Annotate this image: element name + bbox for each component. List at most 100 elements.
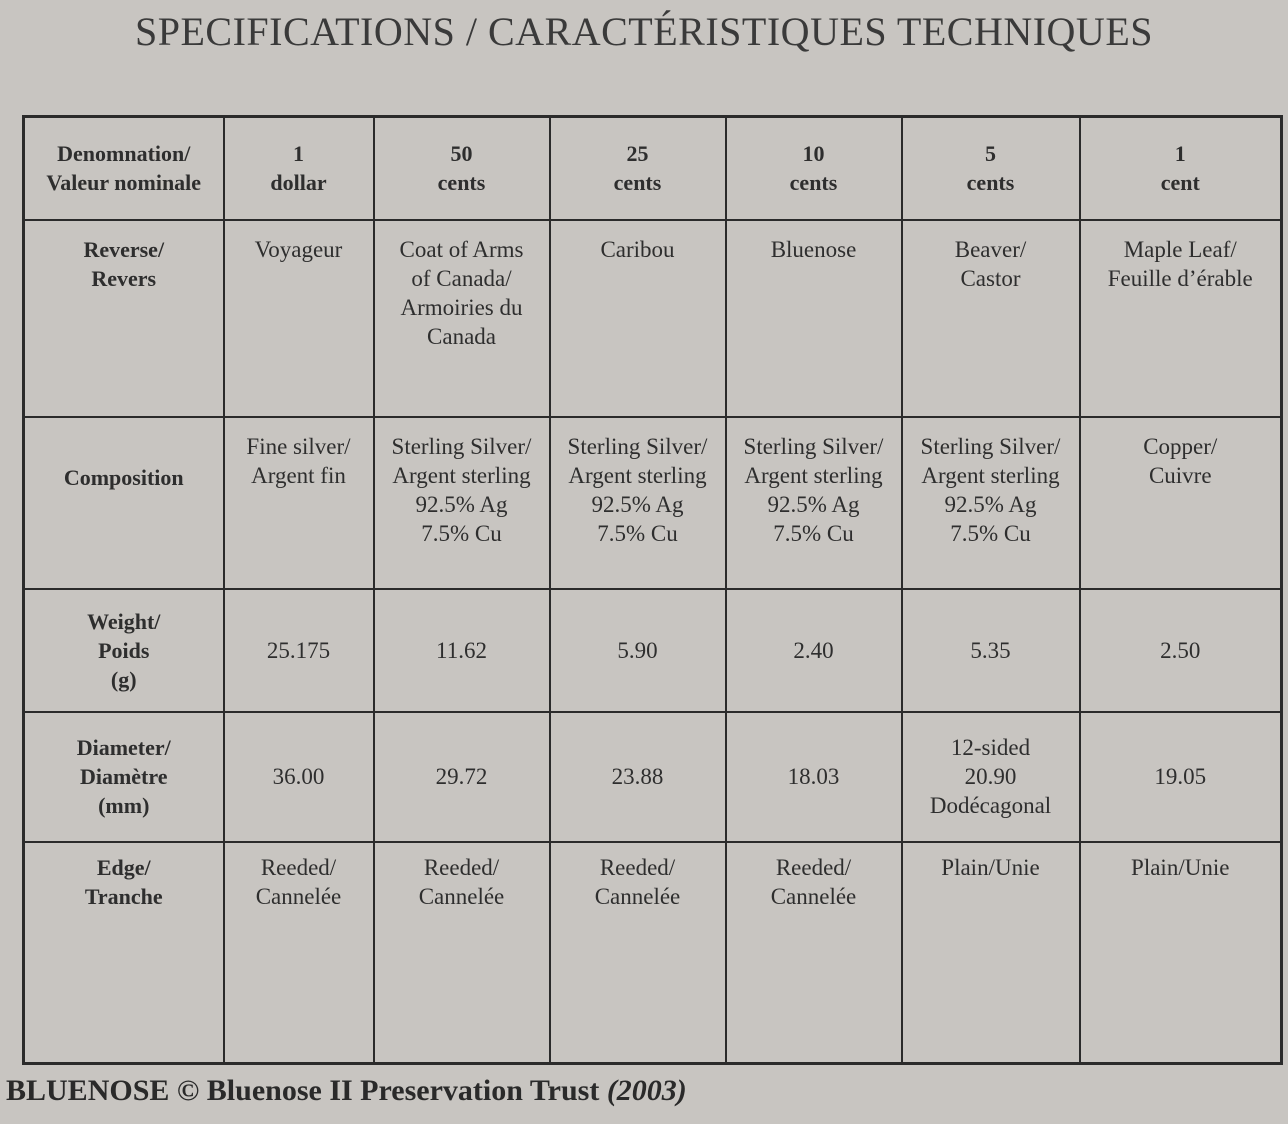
cell-line: Diameter/ [76, 735, 171, 760]
cell-line: Sterling Silver/ [743, 433, 884, 459]
cell-line: Argent sterling [568, 462, 707, 488]
cell-line: 2.50 [1160, 637, 1201, 663]
table-cell: Sterling Silver/Argent sterling 92.5% Ag 7… [724, 415, 903, 590]
cell-line: Caribou [600, 236, 675, 262]
table-cell: Plain/Unie [1078, 840, 1283, 1065]
cell-line: Denomnation/ [57, 141, 191, 167]
cell-line: 18.03 [787, 764, 840, 789]
cell-line: cents [966, 170, 1015, 196]
cell-line: Cuivre [1148, 462, 1212, 488]
table-cell: 5 cents [900, 115, 1081, 221]
table-cell: Sterling Silver/Argent sterling 92.5% Ag 7… [372, 415, 551, 590]
cell-line: (g) [110, 666, 137, 692]
table-cell: 1 cent [1078, 115, 1283, 221]
cell-line: Dodécagonal [929, 793, 1052, 818]
cell-line: Valeur nominale [46, 170, 202, 196]
table-row: Edge/Tranche Reeded/Cannelée Reeded/Cannel… [22, 840, 1283, 1065]
cell-line: Reeded/ [775, 854, 852, 880]
cell-line: 92.5% Ag [591, 491, 684, 517]
table-cell: Reeded/Cannelée [372, 840, 551, 1065]
spec-table: Denomnation/Valeur nominale 1 dollar 50 cent… [22, 115, 1283, 1065]
row-header: Edge/Tranche [22, 840, 225, 1065]
title: SPECIFICATIONS / CARACTÉRISTIQUES TECHNI… [134, 9, 1153, 54]
table-cell: 5.90 [548, 587, 727, 713]
table-cell: 23.88 [548, 710, 727, 843]
table-cell: Caribou [548, 218, 727, 418]
table-cell: 25.175 [222, 587, 375, 713]
table-cell: Plain/Unie [900, 840, 1081, 1065]
cell-line: Reverse/ [83, 236, 165, 262]
cell-line: Sterling Silver/ [567, 433, 708, 459]
cell-line: Cannelée [418, 883, 505, 909]
cell-line: Argent sterling [921, 462, 1060, 488]
table-cell: Reeded/Cannelée [724, 840, 903, 1065]
table-cell: 10 cents [724, 115, 903, 221]
table-cell: Reeded/Cannelée [548, 840, 727, 1065]
cell-line: 92.5% Ag [767, 491, 860, 517]
cell-line: Tranche [84, 883, 163, 909]
table-cell: 36.00 [222, 710, 375, 843]
cell-line: Maple Leaf/ [1123, 236, 1237, 262]
cell-line: 20.90 [964, 764, 1017, 789]
cell-line: Edge/ [96, 854, 151, 880]
cell-line: Poids [98, 637, 150, 663]
cell-line: Sterling Silver/ [920, 433, 1061, 459]
cell-line: cent [1160, 170, 1200, 196]
row-header: Reverse/Revers [22, 218, 225, 418]
table-cell: 18.03 [724, 710, 903, 843]
cell-line: Copper/ [1143, 433, 1218, 459]
cell-line: Weight/ [87, 608, 161, 634]
table-row: Reverse/Revers Voyageur Coat of Arms of Can… [22, 218, 1283, 418]
cell-line: 5.35 [970, 637, 1011, 663]
table-cell: Maple Leaf/Feuille d’érable [1078, 218, 1283, 418]
cell-line: 92.5% Ag [944, 491, 1037, 517]
cell-line: 1 [293, 141, 304, 167]
cell-line: (mm) [98, 793, 150, 818]
cell-line: 25.175 [266, 637, 331, 663]
row-header: Diameter/Diamètre (mm) [22, 710, 225, 843]
table-cell: Bluenose [724, 218, 903, 418]
cell-line: Plain/Unie [941, 854, 1040, 880]
cell-line: 7.5% Cu [773, 520, 854, 546]
cell-line: 7.5% Cu [597, 520, 678, 546]
table-cell: 2.40 [724, 587, 903, 713]
table-row: Composition Fine silver/Argent fin Sterlin… [22, 415, 1283, 590]
table-cell: Sterling Silver/Argent sterling 92.5% Ag 7… [548, 415, 727, 590]
row-header: Denomnation/Valeur nominale [22, 115, 225, 221]
cell-line: 5 [985, 141, 996, 167]
table-cell: Coat of Arms of Canada/Armoiries du Canada [372, 218, 551, 418]
table-cell: Reeded/Cannelée [222, 840, 375, 1065]
cell-line: 29.72 [435, 764, 488, 789]
table-cell: 11.62 [372, 587, 551, 713]
cell-line: 1 [1174, 141, 1186, 167]
row-header: Composition [22, 415, 225, 590]
cell-line: 36.00 [272, 764, 325, 789]
footer: BLUENOSE © Bluenose II Preservation Trus… [6, 1074, 687, 1108]
cell-line: 19.05 [1154, 764, 1207, 789]
cell-line: Argent fin [251, 462, 346, 488]
cell-line: Cannelée [770, 883, 857, 909]
cell-line: cents [437, 170, 486, 196]
footer-text: BLUENOSE © Bluenose II Preservation Trus… [6, 1074, 600, 1107]
footer-year: (2003) [606, 1074, 687, 1107]
cell-line: Plain/Unie [1131, 854, 1230, 880]
cell-line: Revers [91, 265, 157, 291]
table-cell: 50 cents [372, 115, 551, 221]
cell-line: Fine silver/ [246, 433, 351, 459]
table-cell: 19.05 [1078, 710, 1283, 843]
table-row: Weight/Poids (g) 25.175 11.62 5.90 2.40 5.35 2.… [22, 587, 1283, 713]
table-cell: 25 cents [548, 115, 727, 221]
cell-line: Coat of Arms [399, 236, 524, 262]
cell-line: Cannelée [255, 883, 342, 909]
cell-line: 11.62 [436, 637, 487, 663]
cell-line: cents [613, 170, 662, 196]
cell-line: Voyageur [254, 236, 343, 262]
cell-line: Reeded/ [260, 854, 337, 880]
cell-line: Cannelée [594, 883, 681, 909]
table-cell: 12-sided 20.90 Dodécagonal [900, 710, 1081, 843]
table-cell: 5.35 [900, 587, 1081, 713]
cell-line: 7.5% Cu [950, 520, 1031, 546]
cell-line: Bluenose [770, 236, 857, 262]
table-cell: 1 dollar [222, 115, 375, 221]
